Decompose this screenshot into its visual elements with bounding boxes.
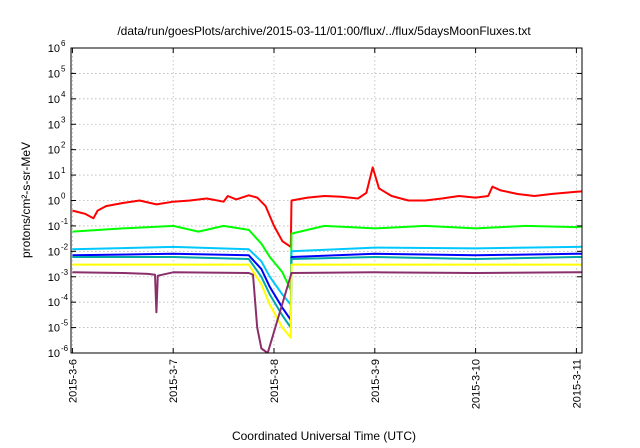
x-tick-labels: 2015-3-6 2015-3-7 2015-3-8 2015-3-9 2015-3-1… — [67, 359, 583, 409]
x-axis-label: Coordinated Universal Time (UTC) — [232, 429, 416, 443]
y-tick-exponent: -2 — [61, 242, 69, 251]
y-tick-exponent: -5 — [61, 319, 69, 328]
series-group — [72, 166, 582, 353]
x-tick-label: 2015-3-6 — [67, 359, 79, 403]
y-tick-exponent: -4 — [61, 293, 69, 302]
y-tick-label: 10 — [48, 272, 60, 284]
y-tick-exponent: -3 — [61, 268, 69, 277]
y-tick-exponent: 4 — [61, 90, 66, 99]
series-line-4 — [72, 252, 582, 321]
y-tick-label: 10 — [48, 119, 60, 131]
y-tick-label: 10 — [48, 170, 60, 182]
y-tick-label: 10 — [48, 196, 60, 208]
grid — [71, 48, 582, 353]
y-tick-exponent: 1 — [61, 166, 66, 175]
y-tick-label: 10 — [48, 221, 60, 233]
series-line-6 — [72, 263, 582, 339]
y-axis-label: protons/cm²-s-sr-MeV — [19, 142, 33, 258]
y-tick-label: 10 — [48, 348, 60, 360]
chart-title: /data/run/goesPlots/archive/2015-03-11/0… — [117, 24, 531, 38]
x-tick-label: 2015-3-9 — [370, 359, 382, 403]
y-tick-label: 10 — [48, 68, 60, 80]
series-line-5 — [72, 256, 582, 329]
series-line-2 — [72, 224, 582, 291]
ticks — [71, 47, 582, 354]
y-tick-label: 10 — [48, 297, 60, 309]
x-tick-label: 2015-3-7 — [168, 359, 180, 403]
series-line-7 — [72, 271, 582, 353]
y-tick-label: 10 — [48, 145, 60, 157]
y-tick-exponent: -6 — [61, 344, 69, 353]
y-tick-exponent: 6 — [61, 39, 66, 48]
y-tick-exponent: 0 — [61, 192, 66, 201]
y-tick-label: 10 — [48, 94, 60, 106]
y-tick-exponent: 2 — [61, 141, 66, 150]
y-tick-label: 10 — [48, 43, 60, 55]
y-tick-exponent: 5 — [61, 64, 66, 73]
y-tick-labels: 10 -610 -510 -410 -310 -210 -110 010 110 210 310 41… — [48, 39, 69, 360]
y-tick-exponent: -1 — [61, 217, 69, 226]
x-tick-label: 2015-3-11 — [571, 359, 583, 408]
series-line-3 — [72, 245, 582, 306]
y-tick-exponent: 3 — [61, 115, 66, 124]
series-line-1 — [72, 166, 582, 248]
y-tick-label: 10 — [48, 246, 60, 258]
y-tick-label: 10 — [48, 323, 60, 335]
x-tick-label: 2015-3-8 — [269, 359, 281, 403]
x-tick-label: 2015-3-10 — [471, 359, 483, 409]
